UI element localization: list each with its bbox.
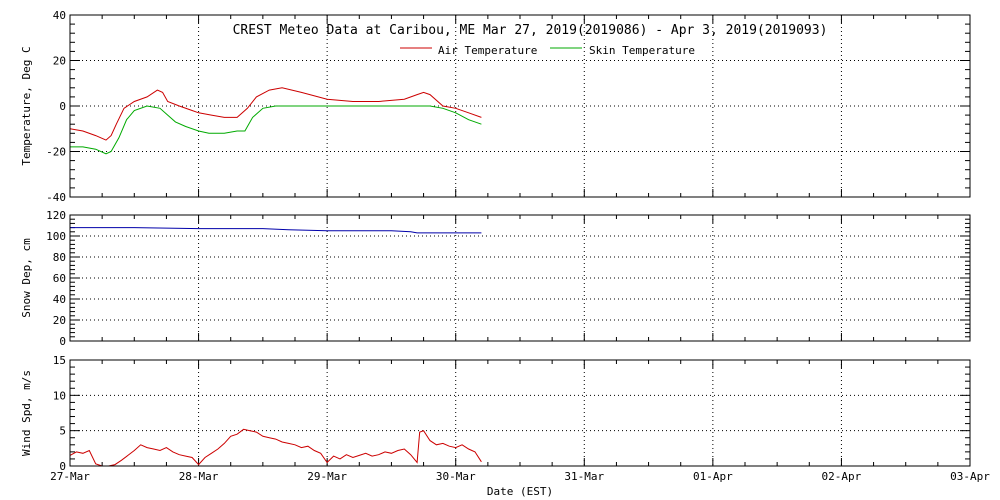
- x-tick-label: 27-Mar: [50, 470, 90, 483]
- x-tick-label: 28-Mar: [179, 470, 219, 483]
- panel-frame: [69, 214, 971, 342]
- panel-frame: [69, 359, 971, 467]
- y-axis-label: Temperature, Deg C: [20, 46, 33, 165]
- x-tick-label: 03-Apr: [950, 470, 990, 483]
- legend-label: Skin Temperature: [589, 44, 695, 57]
- x-tick-label: 31-Mar: [564, 470, 604, 483]
- y-tick-label: 80: [53, 251, 66, 264]
- y-tick-label: 40: [53, 293, 66, 306]
- y-tick-label: 100: [46, 230, 66, 243]
- y-tick-label: 60: [53, 272, 66, 285]
- x-tick-label: 01-Apr: [693, 470, 733, 483]
- y-tick-label: 15: [53, 354, 66, 367]
- y-tick-label: -40: [46, 191, 66, 204]
- y-tick-label: 5: [59, 425, 66, 438]
- chart-title: CREST Meteo Data at Caribou, ME Mar 27, …: [233, 23, 828, 38]
- series-line-3-1: [69, 428, 482, 467]
- panel-frame: [69, 14, 971, 198]
- series-line-1-2: [70, 105, 482, 155]
- y-tick-label: 120: [46, 209, 66, 222]
- panel-2: 0 20 40 60 80 100 120 Snow Dep, cm: [20, 209, 971, 348]
- y-tick-label: 0: [59, 460, 66, 473]
- x-axis-label: Date (EST): [487, 485, 553, 498]
- panels: -40 -20 0 20 40 Temperature, Deg C Air Tempera…: [20, 9, 990, 483]
- x-tick-label: 02-Apr: [822, 470, 862, 483]
- y-tick-label: 10: [53, 389, 66, 402]
- y-tick-label: 0: [59, 335, 66, 348]
- series-line-1-1: [69, 87, 482, 141]
- y-axis-label: Snow Dep, cm: [20, 238, 33, 318]
- panel-3: 0 5 10 15 Wind Spd, m/s: [20, 354, 971, 473]
- y-tick-label: 0: [59, 100, 66, 113]
- y-tick-label: 40: [53, 9, 66, 22]
- y-tick-label: 20: [53, 314, 66, 327]
- series-line-2-1: [70, 227, 482, 234]
- y-axis-label: Wind Spd, m/s: [20, 370, 33, 456]
- y-tick-label: -20: [46, 146, 66, 159]
- y-tick-label: 20: [53, 55, 66, 68]
- x-tick-label: 29-Mar: [307, 470, 347, 483]
- legend-label: Air Temperature: [438, 44, 537, 57]
- panel-1: -40 -20 0 20 40 Temperature, Deg C Air Tempera…: [20, 9, 971, 204]
- x-tick-label: 30-Mar: [436, 470, 476, 483]
